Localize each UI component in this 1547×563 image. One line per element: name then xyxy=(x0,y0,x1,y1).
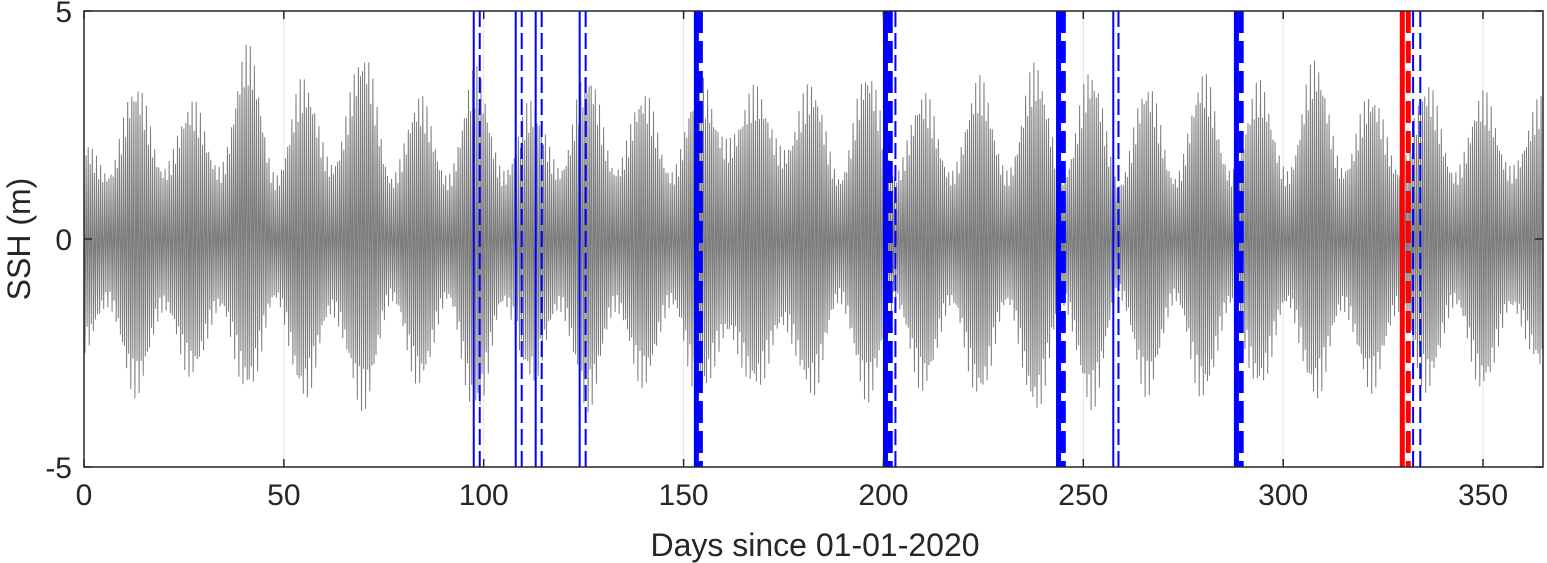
x-tick-label-0: 0 xyxy=(76,479,93,512)
y-tick-label-1: 0 xyxy=(55,224,72,257)
x-tick-label-5: 250 xyxy=(1058,479,1108,512)
x-tick-label-1: 50 xyxy=(267,479,300,512)
y-tick-label-0: -5 xyxy=(45,452,72,485)
x-tick-label-7: 350 xyxy=(1458,479,1508,512)
ssh-series xyxy=(83,44,1543,412)
event-lines xyxy=(472,11,1422,467)
x-tick-label-2: 100 xyxy=(459,479,509,512)
y-axis-label: SSH (m) xyxy=(1,178,37,301)
ssh-series-line xyxy=(83,44,1543,412)
x-axis-label: Days since 01-01-2020 xyxy=(650,527,979,563)
x-tick-label-4: 200 xyxy=(858,479,908,512)
x-tick-label-6: 300 xyxy=(1258,479,1308,512)
axis-ticks: 0 50 100 150 200 250 300 350-505 xyxy=(45,0,1543,512)
y-tick-label-2: 5 xyxy=(55,0,72,29)
x-tick-label-3: 150 xyxy=(659,479,709,512)
